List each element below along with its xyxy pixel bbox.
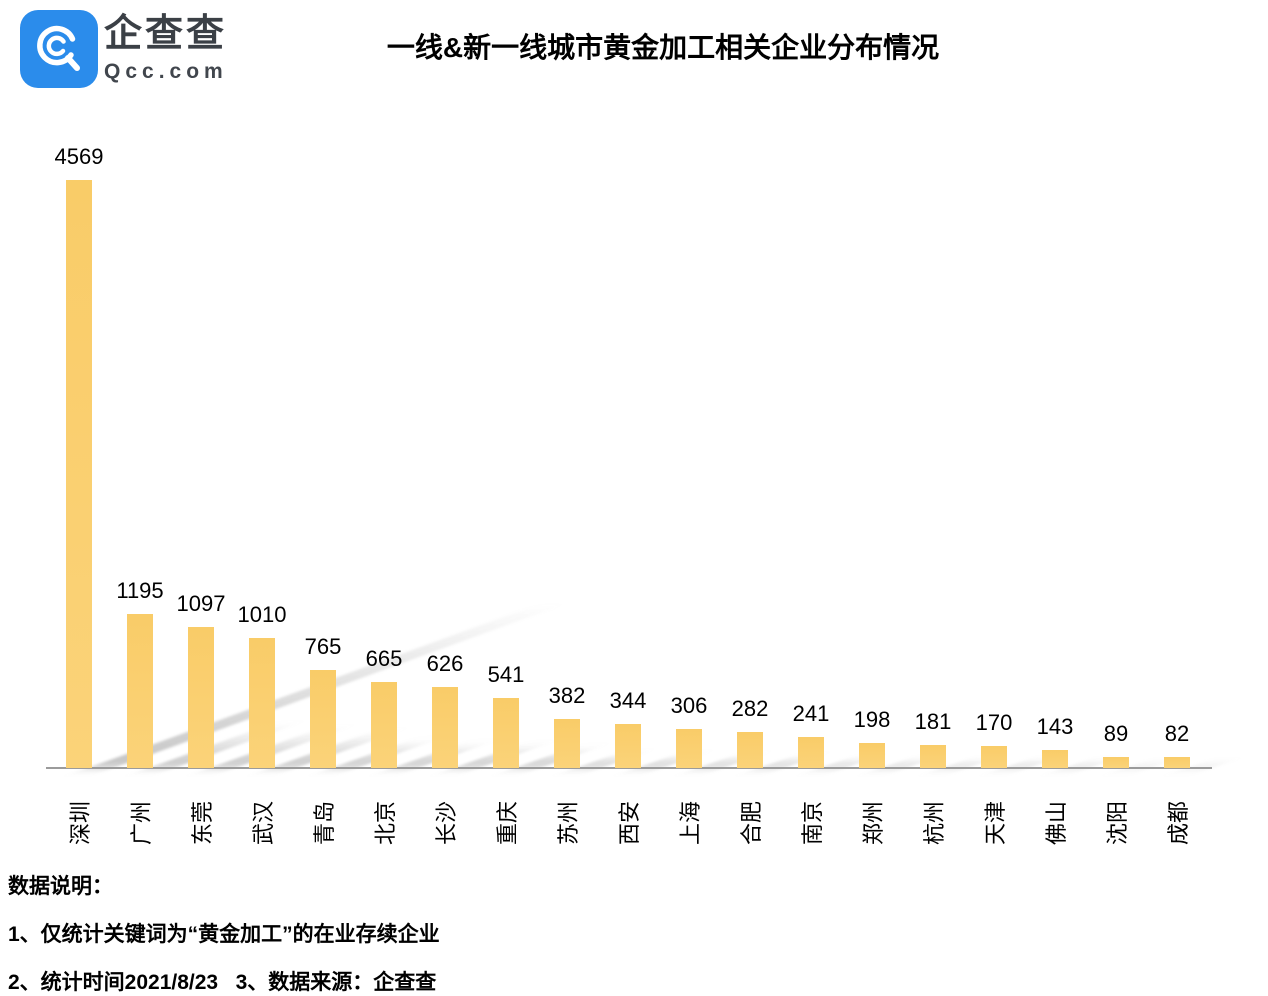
bar-北京	[371, 682, 397, 768]
bar-value-label: 541	[487, 662, 525, 687]
bar-value-label: 198	[853, 707, 891, 732]
footnote-heading: 数据说明：	[8, 875, 113, 898]
bar-重庆	[493, 698, 519, 768]
bar-天津	[981, 746, 1007, 768]
bar-value-label: 344	[609, 688, 647, 713]
bar-沈阳	[1103, 757, 1129, 768]
footnote-line2: 2、统计时间2021/8/23 3、数据来源：企查查	[8, 971, 437, 994]
bar-武汉	[249, 638, 275, 768]
bar-value-label: 665	[365, 646, 403, 671]
bar-广州	[127, 614, 153, 768]
bar-合肥	[737, 732, 763, 768]
footnotes: 数据说明： 1、仅统计关键词为“黄金加工”的在业存续企业 2、统计时间2021/…	[8, 870, 440, 996]
x-axis-line	[46, 767, 1212, 769]
bar-value-label: 181	[914, 709, 952, 734]
bar-value-label: 82	[1164, 721, 1190, 746]
bar-佛山	[1042, 750, 1068, 768]
bar-上海	[676, 729, 702, 768]
bar-value-label: 170	[975, 710, 1013, 735]
bar-value-label: 1097	[176, 591, 226, 616]
bar-value-label: 1195	[116, 578, 164, 603]
bar-value-label: 89	[1103, 721, 1129, 746]
bar-value-label: 626	[426, 651, 464, 676]
bar-深圳	[66, 180, 92, 768]
bar-value-label: 143	[1036, 714, 1074, 739]
bar-成都	[1164, 757, 1190, 768]
bar-东莞	[188, 627, 214, 768]
bar-value-label: 306	[670, 693, 708, 718]
bar-西安	[615, 724, 641, 768]
bar-value-label: 765	[304, 634, 342, 659]
bar-南京	[798, 737, 824, 768]
bar-value-label: 1010	[237, 602, 287, 627]
brand-text: 企查查 Qcc.com	[104, 12, 228, 84]
bar-value-label: 282	[731, 696, 769, 721]
chart-title: 一线&新一线城市黄金加工相关企业分布情况	[386, 32, 940, 63]
bar-value-label: 241	[792, 701, 830, 726]
bar-长沙	[432, 687, 458, 768]
brand-name: 企查查	[104, 13, 228, 55]
x-axis-label-成都: 成都	[1165, 800, 1191, 846]
bar-value-label: 382	[548, 683, 586, 708]
footnote-line1: 1、仅统计关键词为“黄金加工”的在业存续企业	[8, 923, 440, 946]
bar-苏州	[554, 719, 580, 768]
bar-杭州	[920, 745, 946, 768]
brand-domain: Qcc.com	[104, 60, 228, 83]
bar-青岛	[310, 670, 336, 768]
bar-value-label: 4569	[54, 144, 104, 169]
qcc-logo-icon	[20, 10, 98, 88]
bar-郑州	[859, 743, 885, 768]
